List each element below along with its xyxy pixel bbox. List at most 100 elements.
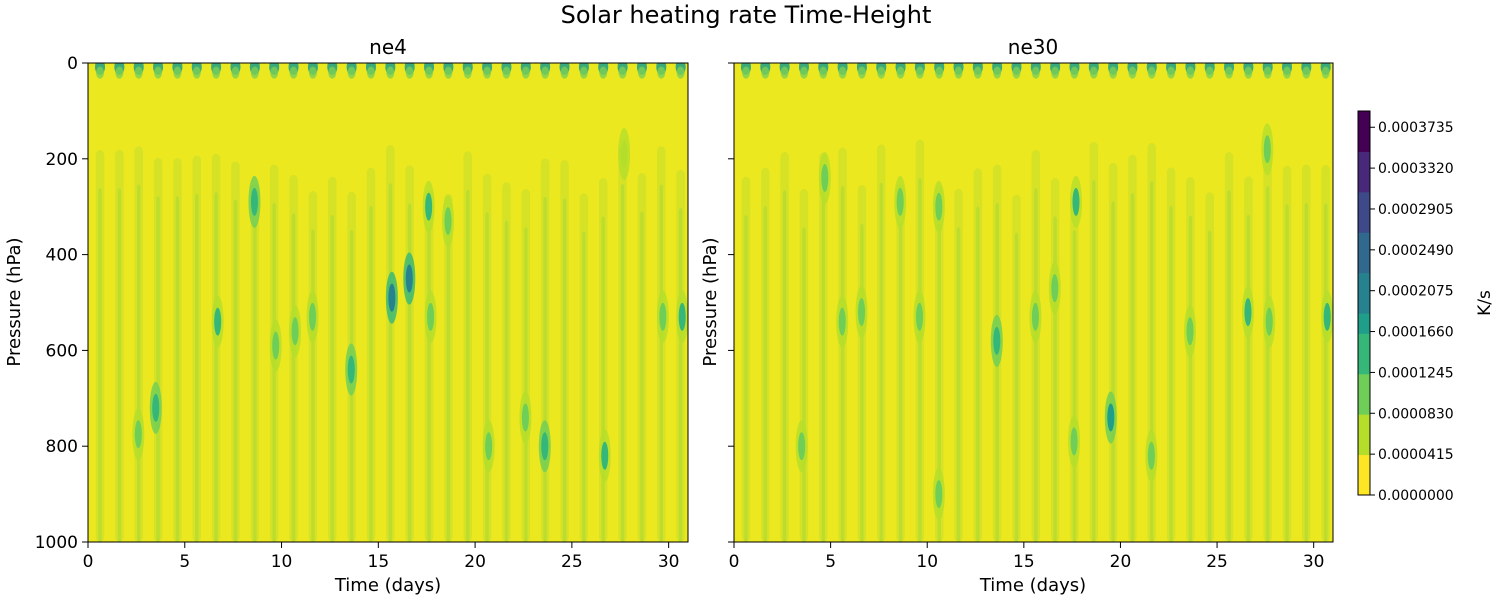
top-heating-mark: [973, 66, 982, 79]
top-heating-mark: [857, 66, 866, 79]
colorbar-band: [1358, 434, 1370, 456]
x-tick-label: 30: [1303, 552, 1325, 572]
x-tick-label: 10: [916, 552, 938, 572]
colorbar-tick-label: 0.0002490: [1378, 243, 1454, 259]
colorbar-band: [1358, 191, 1370, 213]
top-heating-mark: [134, 66, 143, 79]
day-streak-core: [821, 190, 826, 542]
day-streak-core: [446, 232, 451, 542]
heating-feature-core: [1263, 135, 1271, 164]
colorbar-tick-label: 0.0003320: [1378, 161, 1454, 177]
heatmap-field: [734, 63, 1333, 542]
top-heating-mark: [1051, 66, 1060, 79]
colorbar-ticks: 0.0000000 0.0000415 0.0000830 0.0001245 0.00…: [1370, 120, 1454, 504]
colorbar-band: [1358, 313, 1370, 334]
heating-feature-core: [935, 192, 943, 221]
heating-feature-core: [521, 403, 529, 432]
heating-feature-core: [425, 192, 433, 221]
x-tick-label: 5: [179, 552, 190, 572]
colorbar-band: [1358, 252, 1370, 274]
y-tick-label: 1000: [35, 533, 78, 553]
heating-feature-core: [134, 420, 142, 449]
colorbar-tick-label: 0.0000830: [1378, 406, 1454, 422]
top-heating-mark: [463, 66, 472, 79]
heating-feature-core: [427, 302, 435, 331]
top-heating-mark: [1321, 66, 1330, 79]
top-heating-mark: [347, 66, 356, 79]
top-heating-mark: [173, 66, 182, 79]
colorbar-band: [1358, 111, 1370, 132]
y-tick-label: 0: [67, 54, 78, 74]
colorbar-band: [1358, 333, 1370, 355]
day-streak-core: [504, 220, 509, 542]
top-heating-mark: [231, 66, 240, 79]
day-streak-core: [466, 189, 470, 542]
day-streak-core: [175, 196, 180, 542]
day-streak-core: [782, 190, 787, 542]
heating-feature-core: [935, 480, 943, 509]
heating-feature-core: [152, 393, 160, 422]
x-tick-label: 30: [658, 552, 680, 572]
day-streak-core: [485, 212, 489, 542]
top-heating-mark: [1186, 66, 1195, 79]
colorbar-label: K/s: [1475, 290, 1495, 316]
day-streak-core: [1169, 205, 1173, 542]
top-heating-mark: [425, 66, 434, 79]
heating-feature-core: [1031, 302, 1039, 331]
y-axis-label: Pressure (hPa): [4, 237, 25, 366]
heating-feature-core: [1186, 317, 1194, 346]
day-streak-core: [1092, 180, 1096, 542]
day-streak-core: [195, 193, 199, 542]
day-streak-core: [156, 196, 160, 542]
day-streak-core: [524, 227, 528, 542]
top-heating-mark: [212, 66, 221, 79]
panel-title: ne30: [1008, 35, 1058, 59]
top-heating-mark: [935, 66, 944, 79]
y-axis: 0 200 400 600 800 1000: [35, 54, 88, 553]
day-streak-core: [640, 211, 644, 542]
top-heating-mark: [1167, 66, 1176, 79]
colorbar-band: [1358, 212, 1370, 233]
heating-feature-core: [388, 283, 396, 312]
y-tick-label: 400: [46, 246, 78, 266]
top-heating-mark: [289, 66, 298, 79]
top-heating-mark: [799, 66, 808, 79]
x-tick-label: 5: [825, 552, 836, 572]
colorbar-band: [1358, 474, 1370, 496]
colorbar-tick-label: 0.0002905: [1378, 202, 1454, 218]
top-heating-mark: [308, 66, 317, 79]
top-heating-mark: [1070, 66, 1079, 79]
heating-feature-core: [620, 140, 628, 169]
day-streak-core: [214, 192, 218, 542]
day-streak-core: [427, 227, 431, 542]
day-streak-core: [1034, 188, 1038, 542]
day-streak-core: [763, 206, 768, 542]
heating-feature-core: [405, 264, 413, 293]
top-heating-mark: [521, 66, 530, 79]
top-heating-mark: [560, 66, 569, 79]
top-heating-mark: [1244, 66, 1253, 79]
heating-feature-core: [347, 355, 355, 384]
colorbar-band: [1358, 353, 1370, 375]
heating-feature-core: [250, 187, 258, 216]
y-axis: [728, 62, 734, 543]
heating-feature-core: [485, 432, 493, 461]
heating-feature-core: [896, 187, 904, 216]
top-heating-mark: [838, 66, 847, 79]
x-tick-label: 0: [729, 552, 740, 572]
top-heating-mark: [618, 66, 627, 79]
heatmap-field: [88, 63, 688, 542]
heating-feature-core: [1051, 274, 1059, 303]
heating-feature-core: [1323, 302, 1331, 331]
colorbar-frame: [1357, 110, 1371, 496]
colorbar-band: [1358, 151, 1370, 173]
colorbar-band: [1358, 272, 1370, 294]
top-heating-mark: [1302, 66, 1311, 79]
heating-feature-core: [1147, 441, 1155, 470]
heating-feature-core: [214, 307, 222, 336]
y-tick-label: 200: [46, 150, 78, 170]
day-streak-core: [98, 188, 102, 542]
day-streak-core: [1285, 204, 1289, 542]
day-streak-core: [601, 216, 605, 542]
colorbar-band: [1358, 373, 1370, 395]
